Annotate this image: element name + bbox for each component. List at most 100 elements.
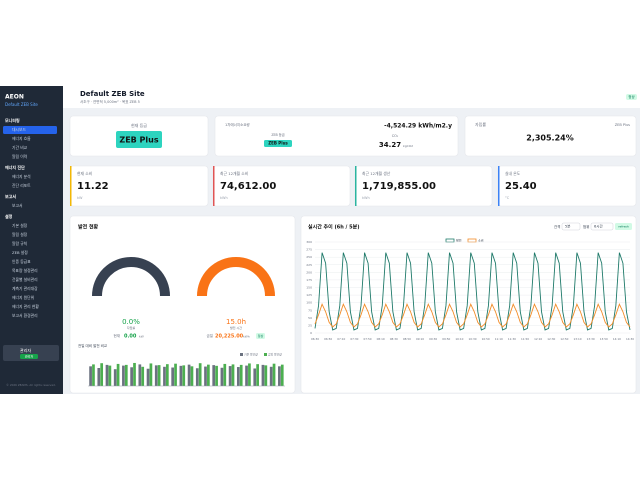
menu-group: 모니터링 bbox=[5, 117, 20, 123]
menu-item[interactable]: 인증 등급표 bbox=[12, 259, 31, 264]
kpi-unit: °C bbox=[505, 196, 510, 200]
menu-item[interactable]: 보고서 환경관리 bbox=[12, 313, 38, 318]
menu-item[interactable]: 에너지 흐름 bbox=[12, 136, 31, 141]
bar bbox=[138, 364, 142, 386]
x-tick-label: 12:50 bbox=[560, 337, 568, 341]
menu-item[interactable]: 보고서 bbox=[12, 203, 23, 208]
today-badge bbox=[256, 333, 265, 339]
menu-item[interactable]: 에너지 관리 현황 bbox=[12, 304, 39, 309]
status-badge bbox=[626, 94, 637, 100]
menu-item[interactable]: 건물별 설비관리 bbox=[12, 277, 38, 282]
x-tick-label: 13:30 bbox=[587, 337, 595, 341]
bar bbox=[236, 367, 240, 386]
bar bbox=[113, 369, 117, 386]
grade: ZEB Plus bbox=[119, 136, 158, 145]
legend-label: 발전 bbox=[456, 238, 462, 243]
bar bbox=[97, 368, 101, 386]
legend-swatch bbox=[240, 353, 243, 356]
bar bbox=[207, 364, 210, 386]
x-tick-label: 11:50 bbox=[521, 337, 529, 341]
y-tick-label: 175 bbox=[306, 278, 312, 282]
x-tick-label: 10:30 bbox=[468, 337, 476, 341]
menu-item[interactable]: 진단 리포트 bbox=[12, 183, 31, 188]
kpi-accent bbox=[70, 166, 72, 206]
menu-item[interactable]: ZEB 설정 bbox=[12, 250, 28, 255]
bar bbox=[182, 365, 186, 386]
bar bbox=[171, 367, 175, 386]
label: 20,225.00 bbox=[215, 334, 244, 340]
bar bbox=[187, 364, 191, 386]
label: ZEB Plus bbox=[268, 141, 288, 146]
x-tick-label: 12:10 bbox=[534, 337, 542, 341]
label: 최근 12개월 생산 bbox=[362, 171, 391, 176]
bar bbox=[165, 364, 169, 386]
bar bbox=[278, 366, 281, 386]
button[interactable] bbox=[615, 223, 632, 230]
select[interactable] bbox=[590, 222, 614, 231]
x-tick-label: 08:30 bbox=[390, 337, 398, 341]
bar bbox=[122, 365, 125, 386]
bar bbox=[248, 363, 251, 386]
header-title: Default ZEB Site bbox=[80, 90, 145, 98]
header bbox=[63, 86, 640, 108]
line bbox=[314, 302, 631, 328]
bar bbox=[228, 366, 232, 386]
label: 정상 bbox=[258, 333, 264, 338]
bar bbox=[272, 363, 276, 386]
menu-item[interactable]: 기본 설정 bbox=[12, 223, 28, 228]
bar bbox=[154, 365, 158, 386]
menu-active bbox=[3, 126, 57, 134]
bar bbox=[280, 364, 284, 386]
bar bbox=[108, 365, 112, 386]
x-tick-label: 14:30 bbox=[626, 337, 634, 341]
menu-item[interactable]: 알림 설정 bbox=[12, 232, 28, 237]
y-tick-label: 0 bbox=[310, 331, 312, 335]
bar bbox=[163, 366, 166, 386]
x-tick-label: 09:50 bbox=[442, 337, 450, 341]
menu-item[interactable]: 계측기 관리대장 bbox=[12, 286, 38, 291]
label: kgCO2 bbox=[403, 144, 413, 148]
kpi-value: 1,719,855.00 bbox=[362, 181, 436, 192]
x-tick-label: 11:30 bbox=[508, 337, 516, 341]
bar bbox=[133, 362, 136, 386]
menu-item[interactable]: 목표량 설정관리 bbox=[12, 268, 38, 273]
bar bbox=[261, 364, 265, 386]
menu-item[interactable]: 알람 규칙 bbox=[12, 241, 27, 246]
bar bbox=[239, 364, 243, 386]
grade-badge bbox=[116, 131, 162, 148]
kpi-value: 11.22 bbox=[77, 181, 109, 192]
gauge-value: 15.0h bbox=[226, 318, 246, 326]
user-name: 관리자 bbox=[20, 347, 31, 353]
legend-label: 소비 bbox=[478, 238, 484, 243]
label: 현재 bbox=[114, 333, 120, 338]
x-tick-label: 13:50 bbox=[600, 337, 608, 341]
menu-item[interactable]: 알림 이력 bbox=[12, 154, 28, 159]
kpi-accent bbox=[213, 166, 215, 206]
menu-item[interactable]: 에너지 분석 bbox=[12, 174, 31, 179]
line bbox=[314, 252, 631, 331]
y-tick-label: 225 bbox=[306, 263, 312, 267]
menu-item[interactable]: 대시보드 bbox=[12, 127, 26, 132]
x-tick-label: 09:10 bbox=[416, 337, 424, 341]
bar bbox=[92, 364, 95, 386]
bar bbox=[195, 368, 199, 386]
kpi-value: 25.40 bbox=[505, 181, 537, 192]
label: 최근 12개월 소비 bbox=[220, 171, 248, 176]
bar bbox=[100, 363, 104, 386]
menu-item[interactable]: 기간 비교 bbox=[12, 145, 28, 150]
button-text: refresh bbox=[618, 225, 629, 229]
x-tick-label: 07:10 bbox=[337, 337, 345, 341]
sub-badge bbox=[264, 140, 292, 147]
x-tick-label: 06:30 bbox=[311, 337, 319, 341]
bar bbox=[220, 367, 224, 386]
bar bbox=[130, 367, 133, 386]
bar bbox=[174, 363, 177, 386]
gauge-fill bbox=[197, 257, 275, 297]
select[interactable] bbox=[561, 222, 581, 231]
x-tick-label: 07:50 bbox=[363, 337, 371, 341]
label: 자립률 bbox=[475, 121, 486, 127]
label: 자립률 bbox=[127, 325, 136, 330]
card bbox=[300, 215, 637, 394]
x-tick-label: 08:50 bbox=[403, 337, 411, 341]
menu-item[interactable]: 에너지 원단위 bbox=[12, 295, 34, 300]
